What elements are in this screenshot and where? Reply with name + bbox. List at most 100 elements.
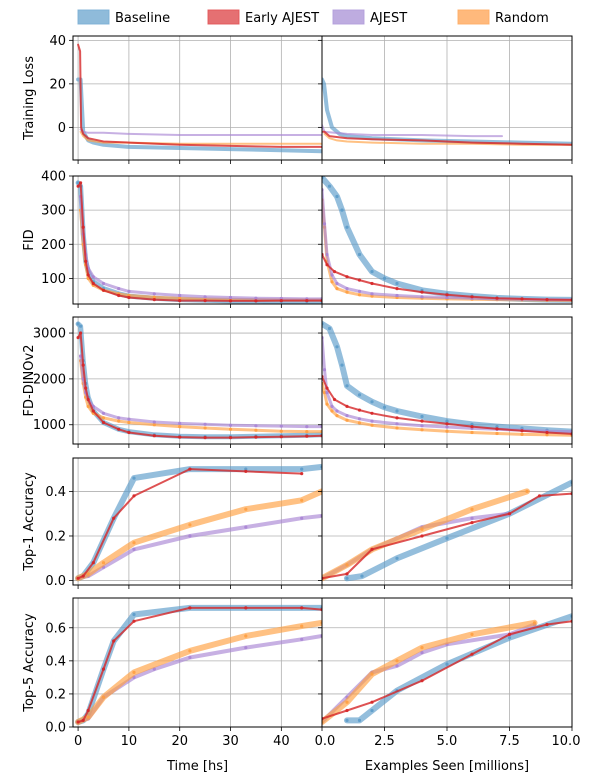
data-point-early-ajest [188, 606, 192, 610]
data-point-random [335, 414, 339, 418]
series-line-baseline [322, 320, 572, 435]
data-point-early-ajest [86, 397, 90, 402]
series-line-random [79, 359, 322, 434]
x-tick-label: 2.5 [374, 734, 395, 749]
data-point-random [495, 431, 499, 436]
series-line-ajest [79, 354, 322, 429]
data-point-early-ajest [357, 278, 362, 282]
panel-frame [72, 597, 323, 728]
data-point-random [117, 419, 121, 423]
series-line-baseline [75, 180, 322, 304]
data-point-baseline [445, 662, 449, 666]
y-axis-label-fid: FID [22, 229, 37, 250]
data-point-early-ajest [545, 298, 549, 302]
data-point-baseline [495, 425, 499, 429]
series-line-early-ajest [77, 606, 322, 723]
data-point-ajest [420, 651, 424, 655]
data-point-baseline [327, 184, 332, 188]
series-group [75, 463, 322, 582]
data-point-ajest [420, 295, 424, 299]
data-point-early-ajest [117, 293, 121, 298]
data-point-baseline [382, 276, 387, 280]
data-point-early-ajest [300, 606, 304, 610]
data-point-ajest [188, 655, 192, 660]
data-point-random [420, 428, 424, 432]
data-point-early-ajest [507, 632, 512, 637]
data-point-ajest [330, 404, 334, 408]
data-point-early-ajest [445, 422, 449, 426]
series-line-random [322, 488, 530, 582]
x-tick-label: 40 [273, 734, 290, 749]
data-point-baseline [345, 576, 349, 580]
gridlines [73, 176, 322, 304]
data-point-early-ajest [244, 606, 248, 610]
data-point-early-ajest [117, 427, 121, 431]
panel-top-1-accuracy-time: 0.0 0.2 0.4 [45, 457, 323, 589]
data-point-baseline [370, 400, 374, 404]
data-point-early-ajest [127, 430, 131, 435]
data-point-early-ajest [520, 429, 524, 433]
series-line-early-ajest [77, 468, 303, 580]
data-point-early-ajest [91, 409, 95, 413]
data-point-ajest [370, 292, 374, 296]
data-point-random [445, 429, 449, 433]
legend-item-random: Random [457, 9, 549, 26]
data-point-early-ajest [279, 299, 283, 303]
data-point-early-ajest [101, 420, 106, 425]
y-axis-label-top-1-accuracy: Top-1 Accuracy [22, 472, 37, 572]
data-point-early-ajest [520, 297, 524, 301]
data-point-random [345, 563, 349, 567]
data-point-early-ajest [420, 679, 424, 683]
data-point-ajest [254, 424, 258, 428]
legend-label: Baseline [115, 11, 170, 26]
x-tick-label: 10 [121, 734, 138, 749]
data-point-early-ajest [445, 293, 449, 297]
data-point-baseline [132, 476, 136, 480]
data-point-ajest [203, 422, 207, 426]
series-line-random [75, 619, 322, 725]
y-tick-label: 20 [49, 77, 66, 92]
data-point-early-ajest [203, 299, 207, 303]
series-line-baseline [75, 604, 322, 725]
data-point-random [420, 527, 424, 531]
x-tick-label: 5.0 [437, 734, 458, 749]
data-point-baseline [79, 324, 83, 328]
series-line-early-ajest [77, 181, 322, 302]
data-point-random [345, 700, 349, 704]
data-point-early-ajest [357, 408, 362, 412]
data-point-random [127, 420, 131, 425]
data-point-early-ajest [507, 512, 512, 516]
y-tick-label: 400 [41, 170, 66, 185]
data-point-early-ajest [132, 494, 136, 498]
data-point-early-ajest [332, 397, 337, 402]
series-line-ajest [76, 513, 322, 581]
data-point-random [520, 432, 524, 436]
data-point-early-ajest [325, 386, 329, 390]
series-line-early-ajest [322, 130, 572, 146]
series-line-ajest [322, 124, 503, 138]
legend-label: AJEST [370, 11, 407, 26]
data-point-random [322, 391, 327, 395]
legend-swatch [207, 9, 240, 25]
data-point-ajest [152, 292, 156, 296]
data-point-ajest [470, 516, 474, 520]
series-line-random [75, 488, 322, 582]
data-point-early-ajest [79, 181, 83, 185]
data-point-baseline [395, 556, 399, 560]
data-point-baseline [335, 345, 339, 349]
data-point-early-ajest [203, 436, 207, 440]
data-point-early-ajest [345, 708, 349, 713]
data-point-early-ajest [537, 494, 542, 498]
data-point-ajest [357, 289, 362, 293]
data-point-baseline [244, 467, 248, 471]
data-point-ajest [395, 293, 399, 298]
data-point-baseline [507, 636, 512, 640]
y-axis-label-top-5-accuracy: Top-5 Accuracy [22, 613, 37, 713]
y-tick-label: 0 [58, 121, 66, 136]
x-axis-label-time: Time [hs] [166, 759, 228, 774]
data-point-random [335, 287, 339, 291]
data-point-ajest [325, 252, 329, 257]
data-point-early-ajest [91, 281, 95, 286]
data-point-ajest [178, 293, 182, 298]
y-tick-label: 0.0 [45, 721, 66, 736]
